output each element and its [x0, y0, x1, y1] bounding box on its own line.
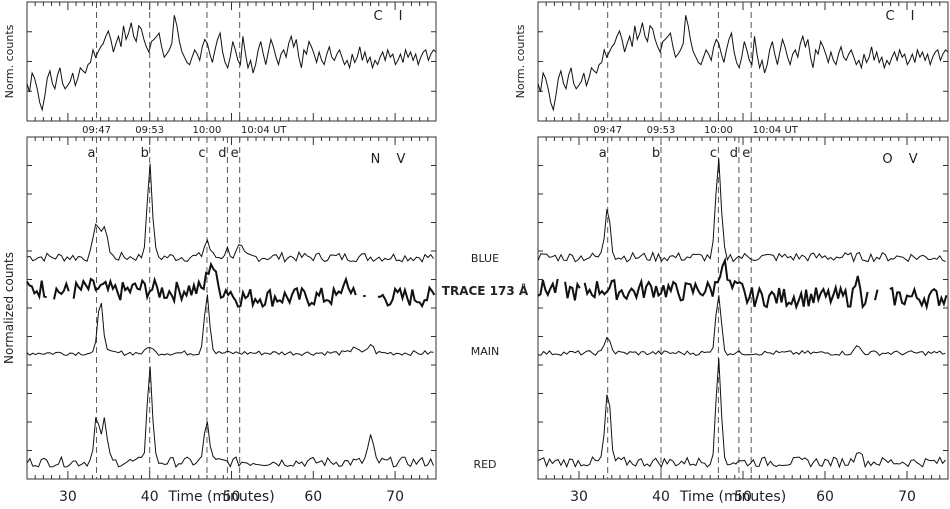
bottom-left-trace-series — [53, 280, 70, 300]
top-right-title: C I — [885, 9, 920, 24]
top-right-ylabel: Norm. counts — [514, 24, 527, 98]
bottom-left-xtick-label: 30 — [59, 489, 77, 505]
main-label: MAIN — [471, 345, 500, 358]
bottom-left-red-series — [26, 366, 434, 469]
bottom-left-trace-series — [26, 280, 47, 301]
bottom-left-trace-series — [72, 261, 357, 309]
bottom-left-title: N V — [371, 152, 412, 167]
bottom-left-event-letter: a — [88, 146, 96, 161]
bottom-right-red-series — [537, 358, 946, 469]
top-right-ci-series — [537, 15, 949, 112]
bottom-left-xtick-label: 70 — [386, 489, 404, 505]
bottom-left-ylabel: Normalized counts — [2, 252, 16, 364]
top-left-ylabel: Norm. counts — [3, 24, 16, 98]
bottom-right-xtick-label: 70 — [898, 489, 916, 505]
bottom-right-event-letter: b — [652, 146, 660, 161]
red-label: RED — [473, 458, 496, 471]
bottom-right-xlabel: Time (minutes) — [679, 489, 786, 505]
bottom-right-xtick-label: 40 — [652, 489, 670, 505]
bottom-right-title: O V — [882, 152, 923, 167]
bottom-left-xlabel: Time (minutes) — [167, 489, 274, 505]
bottom-right-xtick-label: 50 — [734, 489, 752, 505]
trace-label: TRACE 173 Å — [442, 283, 529, 298]
top-left-ci-series — [26, 15, 437, 112]
bottom-right-event-letter: c — [710, 146, 717, 161]
top-right-time-label: 09:53 — [647, 125, 676, 136]
top-right-time-label: 09:47 — [593, 125, 622, 136]
bottom-left-event-letter: c — [198, 146, 205, 161]
bottom-right-event-letter: a — [599, 146, 607, 161]
top-left-time-label: 10:04 UT — [241, 125, 287, 136]
bottom-right-trace-series — [874, 289, 879, 301]
bottom-left-xtick-label: 50 — [223, 489, 241, 505]
blue-label: BLUE — [471, 252, 499, 265]
top-left-time-label: 09:47 — [82, 125, 111, 136]
bottom-right-main-series — [537, 295, 946, 357]
bottom-left-event-letter: e — [231, 146, 239, 161]
bottom-right-xtick-label: 60 — [816, 489, 834, 505]
bottom-right-trace-series — [889, 286, 948, 311]
bottom-left-frame — [26, 136, 437, 480]
bottom-right-event-letter: d — [730, 146, 738, 161]
top-left-title: C I — [373, 9, 408, 24]
bottom-left-blue-series — [26, 163, 434, 263]
bottom-left-event-letter: d — [218, 146, 226, 161]
bottom-right-trace-series — [537, 278, 559, 298]
top-right-time-label: 10:04 UT — [752, 125, 798, 136]
top-right-time-label: 10:00 — [704, 125, 733, 136]
bottom-right-trace-series — [564, 281, 581, 301]
bottom-left-event-letter: b — [141, 146, 149, 161]
bottom-left-xtick-label: 40 — [141, 489, 159, 505]
bottom-right-trace-series — [583, 256, 869, 311]
bottom-left-main-series — [26, 294, 434, 357]
top-left-time-label: 10:00 — [193, 125, 222, 136]
top-left-time-label: 09:53 — [135, 125, 164, 136]
bottom-left-xtick-label: 60 — [304, 489, 322, 505]
bottom-right-event-letter: e — [742, 146, 750, 161]
bottom-right-xtick-label: 30 — [570, 489, 588, 505]
bottom-right-blue-series — [537, 158, 946, 263]
bottom-left-trace-series — [377, 285, 436, 309]
bottom-right-frame — [537, 136, 949, 480]
